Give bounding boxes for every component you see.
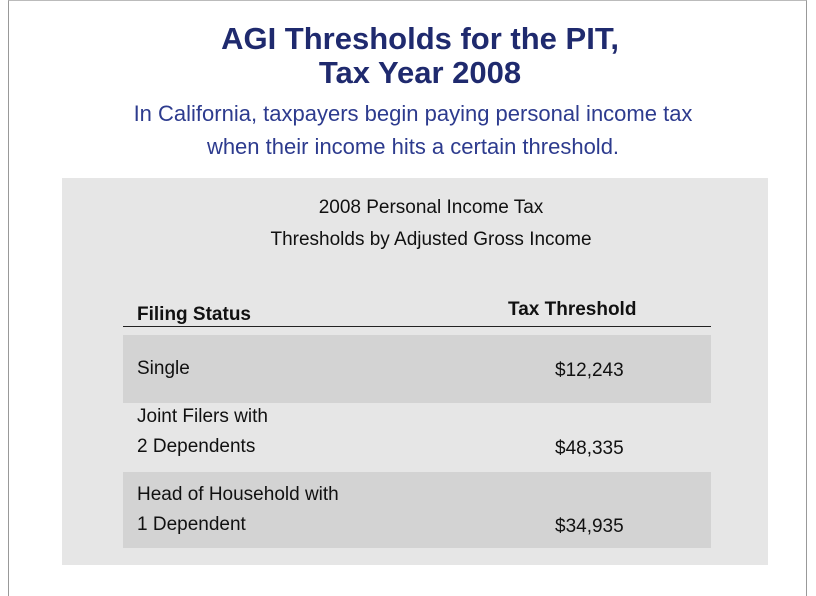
header-rule	[123, 326, 711, 327]
row-value: $48,335	[555, 438, 624, 459]
column-header: Filing Status	[137, 304, 251, 325]
title: AGI Thresholds for the PIT, Tax Year 200…	[0, 22, 816, 90]
table-row: Single $12,243	[123, 335, 711, 403]
table-row: Joint Filers with 2 Dependents $48,335	[123, 403, 711, 470]
subtitle-line: when their income hits a certain thresho…	[206, 134, 620, 159]
row-label: Single	[137, 358, 190, 379]
column-header: Tax Threshold	[508, 299, 637, 320]
row-label: Head of Household with	[137, 484, 339, 505]
caption-line: 2008 Personal Income Tax	[318, 197, 544, 218]
table-panel: 2008 Personal Income Tax Thresholds by A…	[62, 178, 768, 565]
row-label: 1 Dependent	[137, 514, 246, 535]
subtitle-line: In California, taxpayers begin paying pe…	[133, 101, 693, 126]
caption: 2008 Personal Income Tax Thresholds by A…	[78, 192, 784, 256]
caption-line: Thresholds by Adjusted Gross Income	[270, 229, 592, 250]
title-line: Tax Year 2008	[318, 55, 522, 90]
frame	[8, 0, 807, 596]
title-line: AGI Thresholds for the PIT,	[221, 21, 619, 56]
table-row: Head of Household with 1 Dependent $34,935	[123, 472, 711, 548]
row-value: $12,243	[555, 360, 624, 381]
row-value: $34,935	[555, 516, 624, 537]
subtitle: In California, taxpayers begin paying pe…	[0, 97, 816, 163]
row-label: Joint Filers with	[137, 406, 268, 427]
row-label: 2 Dependents	[137, 436, 256, 457]
